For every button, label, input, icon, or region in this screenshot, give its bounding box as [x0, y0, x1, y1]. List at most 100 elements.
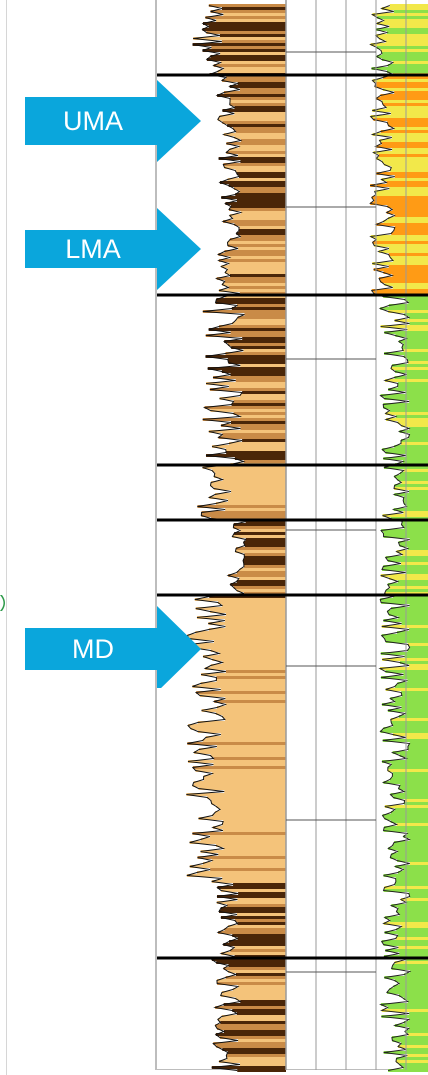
resistivity-fill-band [407, 832, 428, 835]
resistivity-fill-band [381, 7, 428, 10]
gamma-fill-band [220, 52, 286, 55]
resistivity-fill-band [389, 4, 428, 7]
gamma-fill-band [220, 61, 286, 64]
gamma-fill-band [227, 358, 286, 361]
gamma-fill-band [188, 760, 286, 763]
resistivity-fill-band [371, 196, 428, 199]
gamma-fill-band [228, 262, 286, 265]
gamma-fill-band [205, 355, 286, 358]
resistivity-fill-band [403, 868, 428, 871]
gamma-fill-band [219, 397, 286, 400]
gamma-fill-band [225, 76, 286, 79]
gamma-fill-band [226, 151, 286, 154]
resistivity-fill-band [388, 847, 428, 850]
gamma-fill-band [235, 130, 286, 133]
resistivity-fill-band [391, 763, 428, 766]
gamma-fill-band [240, 235, 286, 238]
gamma-fill-band [235, 319, 286, 322]
gamma-fill-band [191, 646, 286, 649]
gamma-fill-band [216, 961, 286, 964]
gamma-fill-band [227, 124, 286, 127]
resistivity-fill-band [390, 811, 428, 814]
resistivity-fill-band [409, 664, 428, 667]
gamma-fill-band [224, 340, 286, 343]
gamma-fill-band [230, 583, 286, 586]
gamma-fill-band [216, 706, 286, 709]
gamma-fill-band [216, 1045, 286, 1048]
gamma-fill-band [240, 427, 286, 430]
gamma-fill-band [230, 421, 286, 424]
gamma-fill-band [189, 865, 286, 868]
gamma-fill-band [211, 1066, 286, 1069]
gamma-fill-band [220, 808, 286, 811]
gamma-fill-band [217, 1027, 286, 1030]
resistivity-fill-band [387, 610, 428, 613]
gamma-fill-band [231, 307, 286, 310]
gamma-fill-band [224, 928, 286, 931]
gamma-fill-band [226, 451, 286, 454]
resistivity-fill-band [372, 133, 428, 136]
resistivity-fill-band [409, 427, 428, 430]
resistivity-fill-band [401, 346, 428, 349]
resistivity-fill-band [398, 946, 428, 949]
resistivity-fill-band [394, 214, 428, 217]
resistivity-fill-band [389, 409, 428, 412]
resistivity-fill-band [392, 61, 428, 64]
gamma-fill-band [224, 718, 286, 721]
gamma-fill-band [214, 475, 286, 478]
resistivity-fill-band [385, 688, 428, 691]
gamma-fill-band [226, 1057, 286, 1060]
resistivity-fill-band [392, 274, 428, 277]
gamma-fill-band [213, 757, 286, 760]
resistivity-fill-band [394, 445, 428, 448]
gamma-fill-band [203, 655, 286, 658]
gamma-fill-band [234, 136, 286, 139]
gamma-fill-band [237, 898, 286, 901]
resistivity-fill-band [380, 574, 428, 577]
gamma-fill-band [223, 847, 286, 850]
gamma-fill-band [233, 523, 286, 526]
resistivity-fill-band [397, 682, 428, 685]
resistivity-fill-band [391, 232, 428, 235]
resistivity-fill-band [386, 181, 428, 184]
gamma-fill-band [230, 373, 286, 376]
gamma-fill-band [225, 613, 286, 616]
gamma-fill-band [237, 922, 286, 925]
right-arrow-icon [25, 80, 201, 162]
resistivity-fill-band [391, 607, 428, 610]
resistivity-fill-band [375, 82, 428, 85]
gamma-fill-band [239, 394, 286, 397]
resistivity-fill-band [392, 724, 428, 727]
resistivity-fill-band [381, 625, 428, 628]
gamma-fill-band [206, 58, 286, 61]
gamma-fill-band [219, 325, 286, 328]
resistivity-fill-band [397, 385, 428, 388]
resistivity-fill-band [381, 703, 428, 706]
gamma-fill-band [236, 172, 286, 175]
gamma-fill-band [219, 910, 286, 913]
resistivity-fill-band [399, 1063, 428, 1066]
resistivity-fill-band [380, 394, 428, 397]
gamma-fill-band [200, 850, 286, 853]
resistivity-fill-band [389, 988, 428, 991]
resistivity-fill-band [386, 211, 428, 214]
resistivity-fill-band [387, 583, 428, 586]
resistivity-fill-band [401, 424, 428, 427]
gamma-fill-band [199, 694, 286, 697]
resistivity-fill-band [407, 1054, 428, 1057]
gamma-fill-band [224, 1030, 286, 1033]
gamma-fill-band [216, 805, 286, 808]
gamma-fill-band [189, 643, 286, 646]
resistivity-fill-band [394, 685, 428, 688]
gamma-fill-band [226, 142, 286, 145]
gamma-fill-band [217, 886, 286, 889]
resistivity-fill-band [408, 1033, 428, 1036]
gamma-fill-band [220, 907, 286, 910]
marker-label: MD [72, 633, 114, 664]
gamma-fill-band [238, 229, 286, 232]
gamma-fill-band [220, 1021, 286, 1024]
gamma-fill-band [213, 64, 286, 67]
gamma-fill-band [229, 940, 286, 943]
resistivity-fill-band [392, 772, 428, 775]
gamma-fill-band [209, 388, 286, 391]
